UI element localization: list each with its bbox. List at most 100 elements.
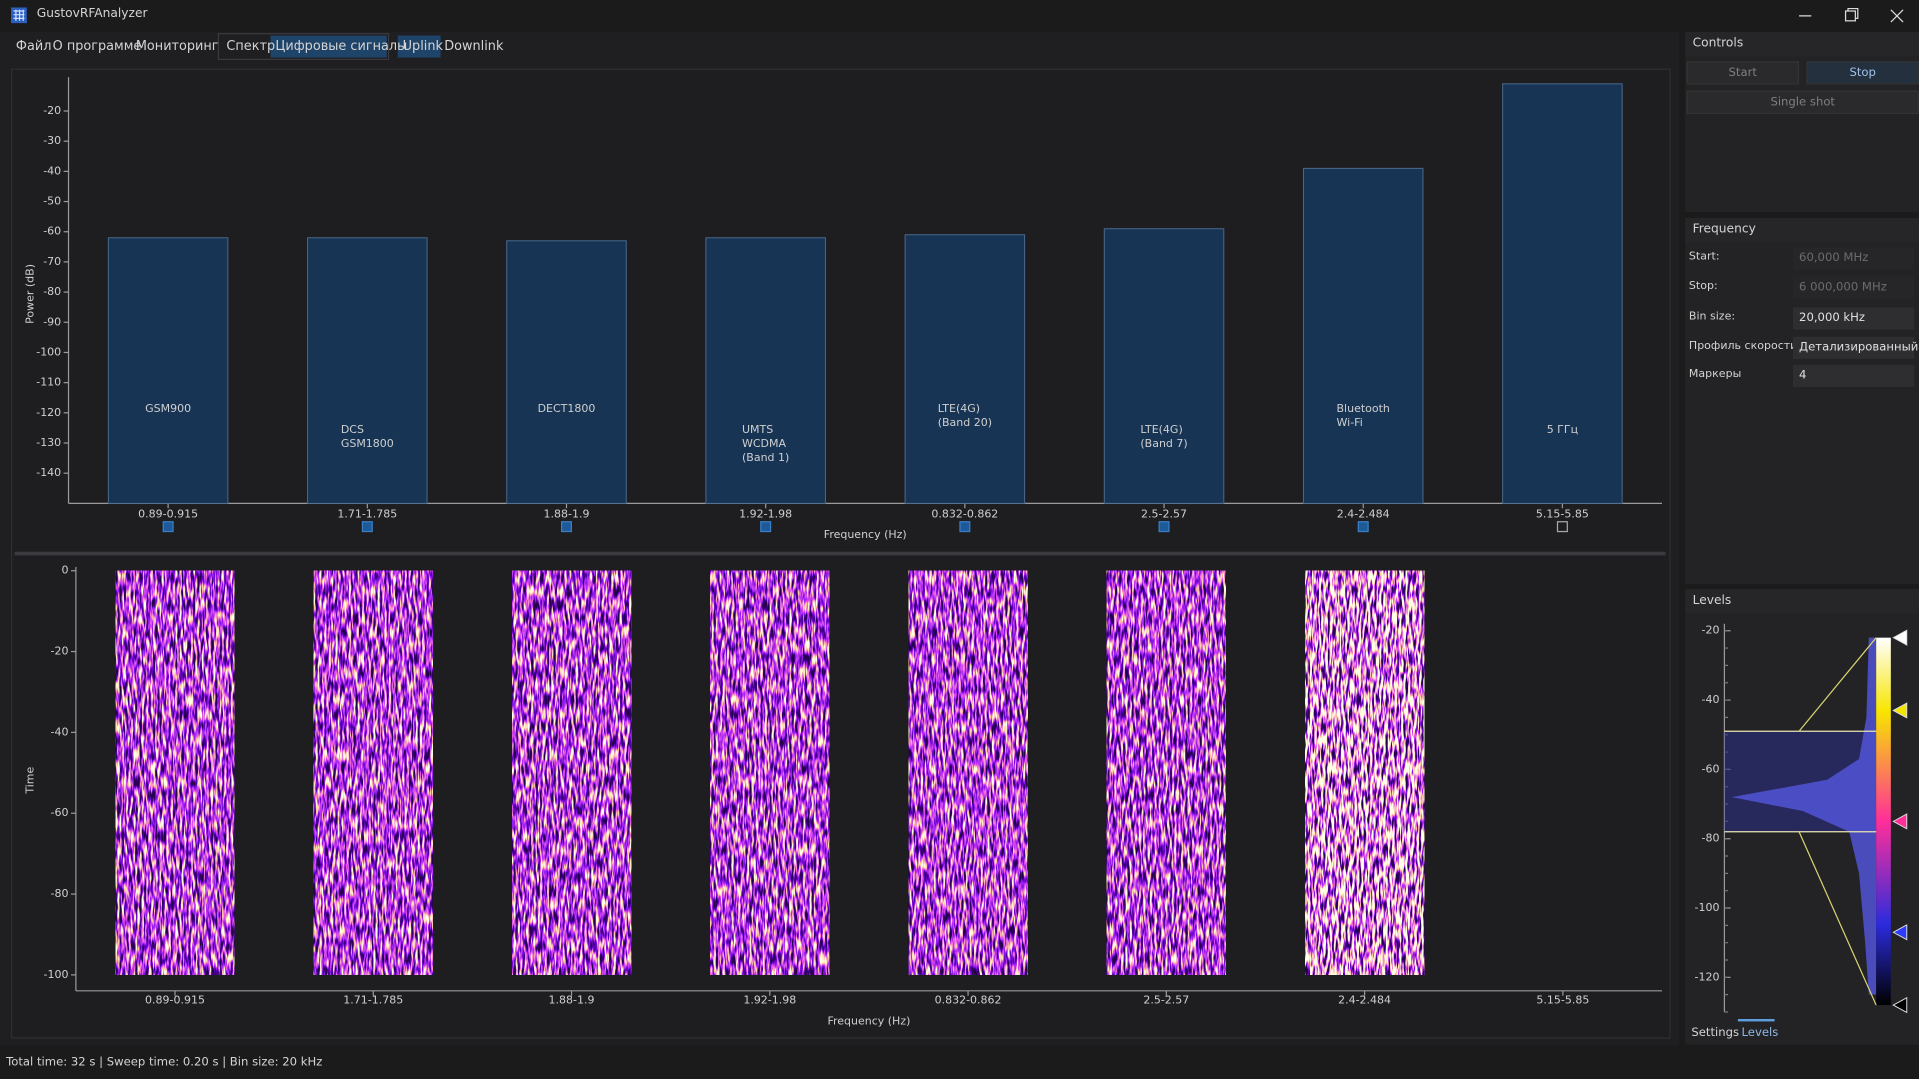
field-input[interactable]: Детализированный xyxy=(1792,336,1918,359)
band-checkbox[interactable] xyxy=(162,521,174,533)
field-label: Маркеры xyxy=(1688,368,1742,381)
bar xyxy=(1103,228,1225,504)
menu-item[interactable]: Файл xyxy=(15,39,52,54)
mode-tab-group xyxy=(217,33,390,61)
x-tick-label: 5.15-5.85 xyxy=(1536,994,1589,1007)
link-tab-selected-bg xyxy=(397,35,441,58)
app-icon xyxy=(11,7,27,24)
levels-title: Levels xyxy=(1692,593,1732,608)
mode-tab[interactable]: Спектр xyxy=(226,39,276,54)
field-input[interactable]: 20,000 kHz xyxy=(1792,307,1915,330)
bar xyxy=(1502,83,1623,504)
level-marker[interactable] xyxy=(1892,702,1908,719)
waterfall-column xyxy=(1305,570,1425,975)
x-tick-label: 2.4-2.484 xyxy=(1337,507,1390,520)
controls-title: Controls xyxy=(1692,36,1744,51)
bar-label: DCS xyxy=(341,423,364,436)
bar-label: LTE(4G) xyxy=(1140,423,1182,436)
waterfall-column xyxy=(710,570,830,975)
field-label: Bin size: xyxy=(1688,311,1736,324)
field-label: Start: xyxy=(1688,251,1720,264)
bar-label: WCDMA xyxy=(742,437,787,450)
controls-section xyxy=(1685,31,1919,212)
start-button[interactable]: Start xyxy=(1686,61,1800,85)
link-tab[interactable]: Uplink xyxy=(402,39,443,54)
bar xyxy=(506,240,627,504)
y-tick-label: -20 xyxy=(43,104,61,117)
level-marker[interactable] xyxy=(1892,813,1908,830)
bar xyxy=(1302,167,1424,504)
x-tick-label: 5.15-5.85 xyxy=(1536,507,1589,520)
waterfall-column xyxy=(908,570,1028,975)
field-input-disabled[interactable]: 6 000,000 MHz xyxy=(1792,276,1915,299)
band-checkbox[interactable] xyxy=(361,521,373,533)
level-marker[interactable] xyxy=(1892,996,1908,1014)
x-tick-label: 1.88-1.9 xyxy=(544,507,590,520)
band-checkbox[interactable] xyxy=(1357,521,1369,533)
mode-tab-selected-bg xyxy=(270,35,387,58)
waterfall-column xyxy=(1106,570,1226,975)
y-tick-label: -70 xyxy=(43,255,61,268)
x-tick-label: 2.5-2.57 xyxy=(1143,994,1189,1007)
field-input[interactable]: 4 xyxy=(1792,364,1915,388)
x-tick-label: 0.832-0.862 xyxy=(935,994,1002,1007)
bar xyxy=(904,234,1026,504)
bar-label: GSM900 xyxy=(145,402,191,415)
link-tab[interactable]: Downlink xyxy=(444,39,504,54)
y-tick-label: -40 xyxy=(51,725,69,738)
levels-tick-label: -60 xyxy=(1702,762,1720,775)
level-marker[interactable] xyxy=(1892,924,1908,941)
levels-histogram xyxy=(1731,637,1877,995)
levels-header xyxy=(1685,589,1919,614)
band-checkbox[interactable] xyxy=(959,521,971,533)
y-tick-label: -90 xyxy=(43,315,61,328)
bar-label: UMTS xyxy=(742,423,773,436)
bar-label: (Band 20) xyxy=(938,416,992,429)
y-axis-label: Time xyxy=(24,766,37,794)
x-tick-label: 0.832-0.862 xyxy=(931,507,998,520)
bar-label: 5 ГГц xyxy=(1547,423,1578,436)
band-checkbox[interactable] xyxy=(560,521,572,533)
x-tick-label: 1.88-1.9 xyxy=(549,994,595,1007)
window-title: GustovRFAnalyzer xyxy=(36,7,148,21)
field-input-disabled[interactable]: 60,000 MHz xyxy=(1792,247,1915,270)
menu-item[interactable]: О программе xyxy=(52,39,142,54)
bar-label: DECT1800 xyxy=(538,402,596,415)
frequency-header xyxy=(1685,218,1919,243)
mode-tab[interactable]: Цифровые сигналы xyxy=(275,39,408,54)
menu-item[interactable]: Мониторинг xyxy=(135,39,219,54)
waterfall-column xyxy=(313,570,433,975)
single-shot-button[interactable]: Single shot xyxy=(1686,90,1919,114)
status-bar xyxy=(0,1044,1919,1079)
bar-label: Wi-Fi xyxy=(1337,416,1363,429)
frequency-title: Frequency xyxy=(1692,222,1756,237)
y-tick-label: -130 xyxy=(36,436,61,449)
band-checkbox[interactable] xyxy=(1556,521,1568,533)
field-label: Stop: xyxy=(1688,280,1718,293)
levels-tick-label: -80 xyxy=(1702,832,1720,845)
y-tick-label: -140 xyxy=(36,466,61,479)
frequency-section xyxy=(1685,218,1919,585)
bar-label: GSM1800 xyxy=(341,437,394,450)
y-tick-label: -30 xyxy=(43,134,61,147)
band-checkbox[interactable] xyxy=(760,521,772,533)
stop-button[interactable]: Stop xyxy=(1806,61,1919,85)
y-tick-label: -100 xyxy=(36,345,61,358)
bar xyxy=(705,237,826,504)
x-tick-label: 1.71-1.785 xyxy=(343,994,403,1007)
levels-tick-label: -40 xyxy=(1702,693,1720,706)
levels-tab[interactable]: Levels xyxy=(1741,1026,1779,1040)
x-tick-label: 1.71-1.785 xyxy=(337,507,397,520)
y-tick-label: -40 xyxy=(43,164,61,177)
levels-tick-label: -100 xyxy=(1695,901,1720,914)
y-tick-label: -100 xyxy=(44,968,69,981)
x-tick-label: 0.89-0.915 xyxy=(138,507,198,520)
band-checkbox[interactable] xyxy=(1158,521,1170,533)
color-bar xyxy=(1876,637,1891,1006)
levels-tab-indicator xyxy=(1737,1018,1775,1022)
window-buttons[interactable] xyxy=(1794,6,1911,26)
level-marker[interactable] xyxy=(1892,629,1908,646)
bar xyxy=(307,237,428,504)
settings-tab[interactable]: Settings xyxy=(1691,1026,1740,1040)
y-tick-label: -120 xyxy=(36,406,61,419)
